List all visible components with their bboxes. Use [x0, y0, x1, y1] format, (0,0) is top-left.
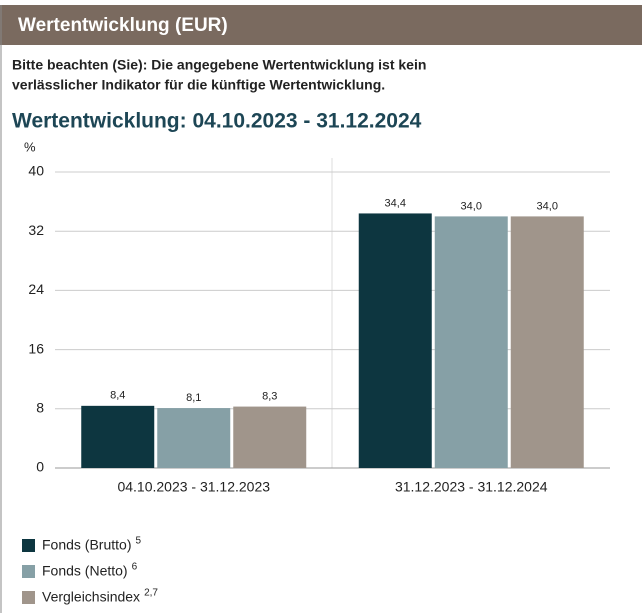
value-label: 8,1	[186, 392, 201, 404]
legend-footnote: 6	[132, 562, 138, 573]
y-tick-label: 32	[28, 222, 44, 238]
bar	[233, 406, 307, 468]
bar	[358, 213, 432, 468]
value-label: 8,3	[262, 390, 277, 402]
note: Bitte beachten (Sie): Die angegebene Wer…	[12, 57, 426, 73]
legend-footnote: 5	[135, 536, 141, 547]
y-tick-label: 0	[36, 459, 44, 475]
x-tick-label: 31.12.2023 - 31.12.2024	[395, 479, 548, 495]
value-label: 8,4	[110, 390, 125, 402]
bar	[157, 408, 231, 468]
chart-title: Wertentwicklung: 04.10.2023 - 31.12.2024	[12, 110, 422, 133]
value-label: 34,0	[461, 200, 482, 212]
value-label: 34,4	[385, 197, 406, 209]
legend-footnote: 2,7	[144, 588, 158, 599]
header-title: Wertentwicklung (EUR)	[18, 15, 228, 36]
y-tick-label: 16	[28, 340, 44, 356]
note: verlässlicher Indikator für die künftige…	[12, 77, 385, 93]
y-tick-label: 8	[36, 400, 44, 416]
bar	[434, 216, 508, 468]
legend-swatch	[22, 539, 35, 552]
legend-label: Fonds (Brutto)	[42, 537, 131, 553]
legend-swatch	[22, 565, 35, 578]
value-label: 34,0	[537, 200, 558, 212]
legend-swatch	[22, 591, 35, 604]
y-tick-label: 24	[28, 281, 44, 297]
x-tick-label: 04.10.2023 - 31.12.2023	[117, 479, 270, 495]
header-bar	[0, 5, 642, 45]
bar	[81, 405, 155, 468]
y-axis-label: %	[24, 139, 36, 154]
legend-label: Vergleichsindex	[42, 589, 140, 605]
y-tick-label: 40	[28, 163, 44, 179]
bar	[510, 216, 584, 468]
legend-label: Fonds (Netto)	[42, 563, 128, 579]
